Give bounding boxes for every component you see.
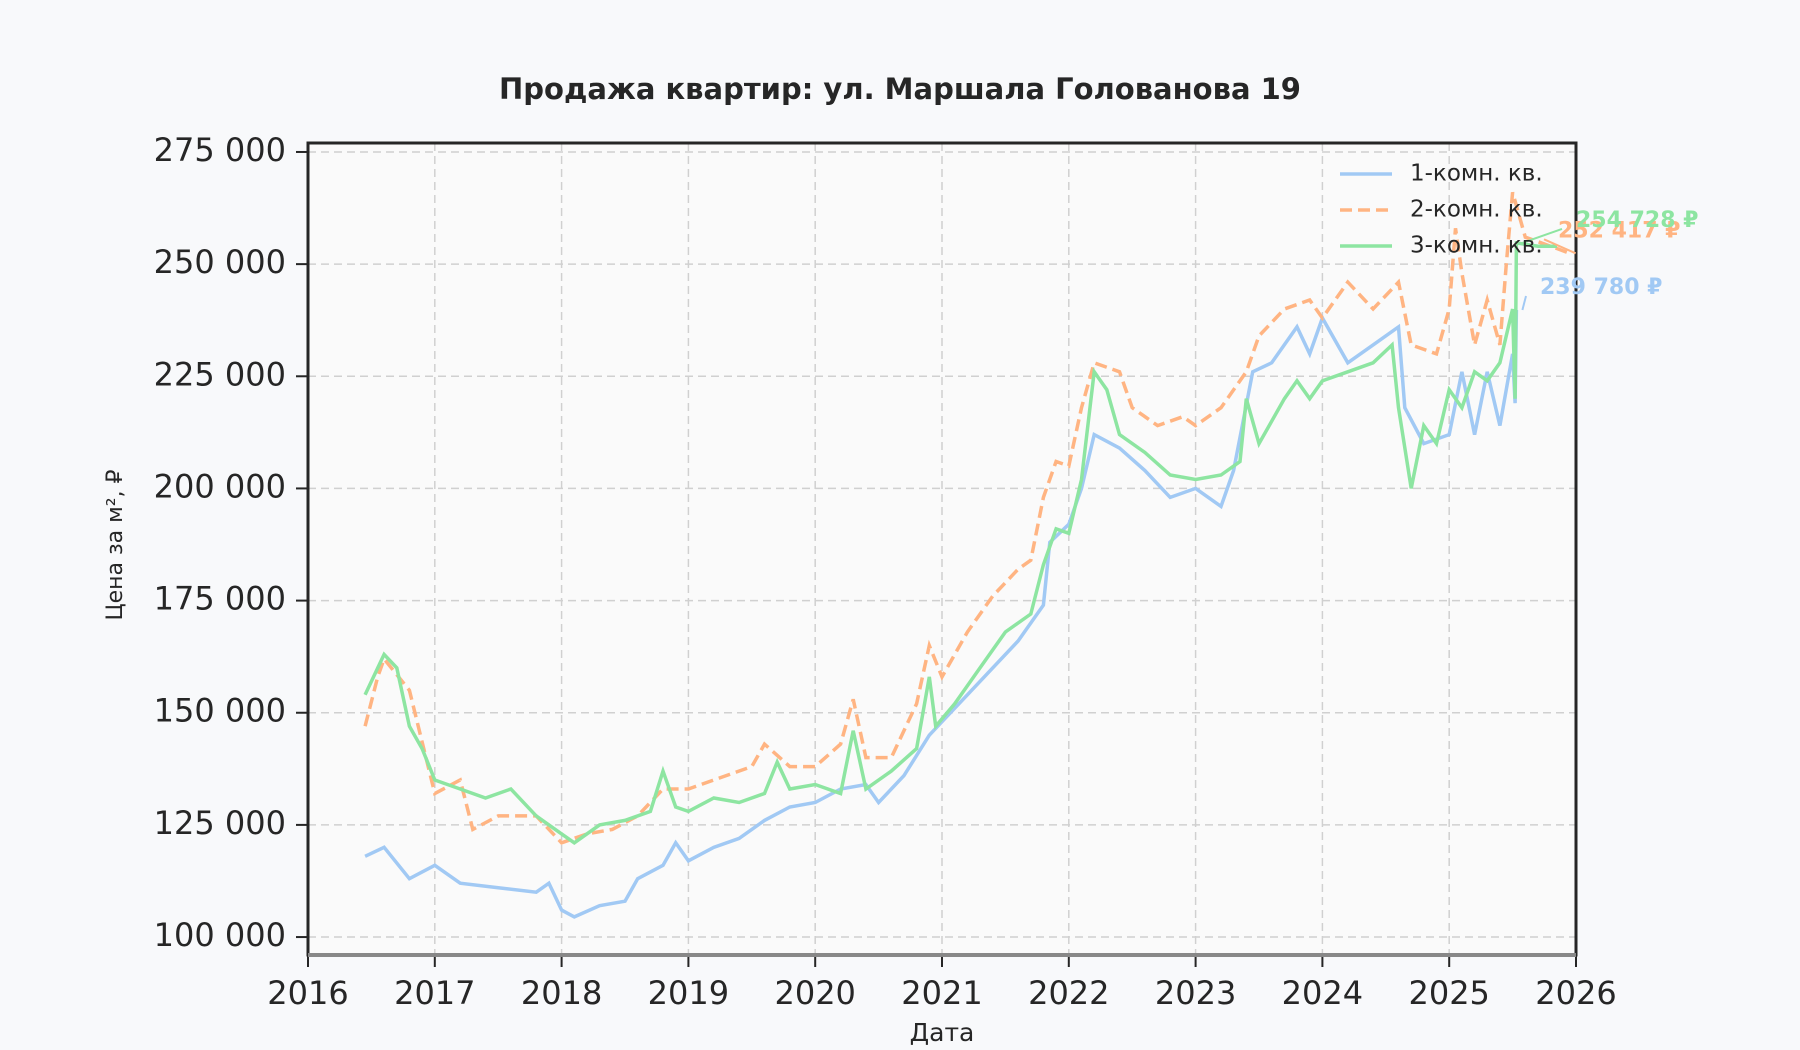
- annotation-arrow: [1543, 238, 1577, 255]
- x-tick-label: 2017: [394, 974, 475, 1012]
- y-tick-label: 100 000: [154, 916, 286, 954]
- legend: 1-комн. кв. 2-комн. кв. 3-комн. кв.: [1340, 161, 1543, 259]
- x-tick-label: 2023: [1155, 974, 1236, 1012]
- x-tick-label: 2022: [1028, 974, 1109, 1012]
- x-tick-label: 2024: [1282, 974, 1363, 1012]
- annotation-arrow: [1522, 227, 1563, 244]
- series-line: [364, 309, 1519, 919]
- x-axis-label: Дата: [910, 1018, 975, 1047]
- y-tick-label: 175 000: [154, 580, 286, 618]
- y-tick-label: 125 000: [154, 804, 286, 842]
- x-tick-label: 2026: [1535, 974, 1616, 1012]
- annotation: 254 728 ₽: [1576, 208, 1698, 233]
- x-tick-label: 2025: [1408, 974, 1489, 1012]
- x-tick-label: 2019: [648, 974, 729, 1012]
- y-tick-label: 275 000: [154, 131, 286, 169]
- x-tick-label: 2020: [774, 974, 855, 1012]
- legend-label: 1-комн. кв.: [1410, 161, 1543, 187]
- legend-label: 3-комн. кв.: [1410, 233, 1543, 259]
- y-tick-label: 250 000: [154, 243, 286, 281]
- x-tick-label: 2018: [521, 974, 602, 1012]
- y-tick-label: 200 000: [154, 467, 286, 505]
- x-tick-label: 2016: [267, 974, 348, 1012]
- y-axis-label: Цена за м², ₽: [103, 469, 128, 620]
- y-tick-label: 225 000: [154, 355, 286, 393]
- chart-title: Продажа квартир: ул. Маршала Голованова …: [499, 72, 1301, 106]
- x-tick-label: 2021: [901, 974, 982, 1012]
- y-tick-label: 150 000: [154, 692, 286, 730]
- annotation: 239 780 ₽: [1540, 275, 1662, 300]
- series-line: [363, 191, 1571, 845]
- legend-label: 2-комн. кв.: [1410, 197, 1543, 223]
- annotation: 252 417 ₽: [1558, 218, 1680, 243]
- annotation-arrow: [1521, 295, 1527, 311]
- series-line: [363, 240, 1557, 845]
